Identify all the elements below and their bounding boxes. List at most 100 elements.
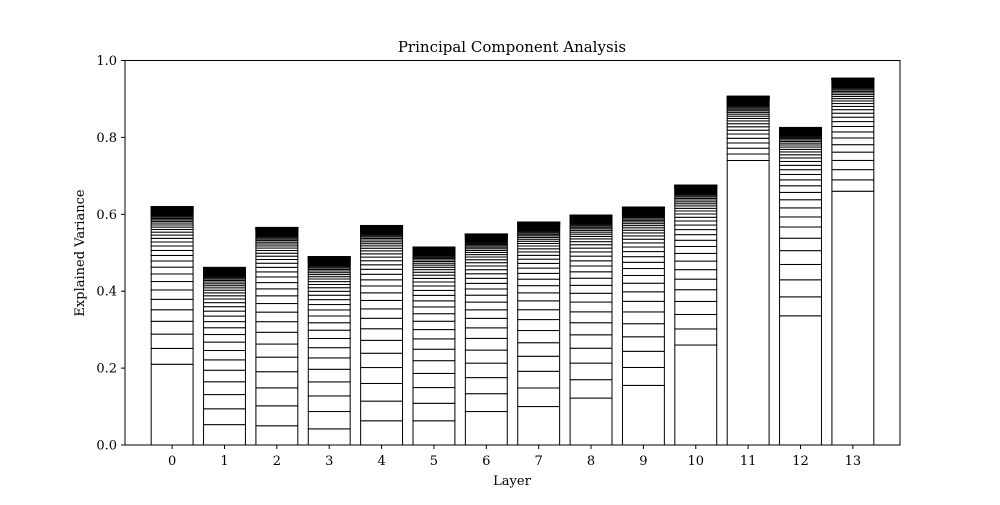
bar-segment — [675, 345, 717, 445]
y-axis-ticks: 0.00.20.40.60.81.0 — [96, 54, 125, 454]
bar-segment — [570, 285, 612, 293]
bar-segment — [413, 330, 455, 339]
bar-segment — [308, 412, 350, 429]
bar-segment — [361, 265, 403, 269]
bar-segment — [622, 324, 664, 337]
bar-segment — [256, 357, 298, 372]
x-tick-label: 12 — [792, 454, 809, 469]
bar-segment — [780, 251, 822, 265]
bar-segment — [151, 310, 193, 322]
bar-segment — [465, 310, 507, 319]
y-tick-label: 0.0 — [96, 439, 117, 454]
bar-layer-11 — [727, 96, 769, 445]
bar-segment — [465, 295, 507, 302]
bar-segment — [151, 246, 193, 250]
bar-segment — [570, 302, 612, 312]
bar-segment — [675, 270, 717, 279]
bar-segment — [518, 279, 560, 285]
bar-segment — [308, 338, 350, 347]
bar-segment — [308, 316, 350, 323]
y-tick-label: 0.8 — [96, 131, 117, 146]
bar-segment — [151, 299, 193, 309]
bar-segment — [570, 256, 612, 261]
x-tick-label: 5 — [430, 454, 438, 469]
bar-segment — [413, 295, 455, 300]
bar-segment — [204, 395, 246, 409]
bar-segment — [465, 289, 507, 295]
bar-segment — [675, 225, 717, 230]
bar-segment — [570, 323, 612, 335]
bar-segment — [204, 409, 246, 425]
bar-segment — [832, 170, 874, 180]
y-axis-label: Explained Variance — [73, 189, 88, 316]
bar-segment — [308, 288, 350, 292]
y-tick-label: 0.4 — [96, 285, 117, 300]
bar-segment — [622, 337, 664, 352]
bar-segment — [622, 262, 664, 268]
bar-segment — [204, 328, 246, 335]
bar-segment — [465, 274, 507, 279]
bar-segment — [675, 253, 717, 261]
bar-segment — [151, 238, 193, 242]
bar-segment — [308, 305, 350, 310]
bar-segment — [361, 293, 403, 301]
bar-segment — [622, 283, 664, 292]
bar-segment — [361, 353, 403, 367]
bar-segment — [518, 286, 560, 293]
bar-segment — [308, 330, 350, 338]
bar-segment — [204, 299, 246, 303]
bar-segment — [256, 272, 298, 277]
bar-segment — [413, 307, 455, 314]
bar-segment — [570, 312, 612, 323]
bar-segment — [151, 274, 193, 282]
bar-segment — [675, 314, 717, 328]
bar-segment — [151, 267, 193, 274]
bar-segment — [413, 421, 455, 445]
bar-segment — [361, 309, 403, 318]
bar-segment — [151, 261, 193, 267]
bar-segment — [204, 370, 246, 382]
bar-segment — [361, 421, 403, 445]
bar-segment — [675, 230, 717, 235]
bar-segment — [151, 334, 193, 348]
bar-segment — [570, 261, 612, 266]
bar-segment — [361, 340, 403, 353]
bar-segment — [465, 350, 507, 363]
bar-segment — [622, 385, 664, 445]
bar-segment — [622, 247, 664, 252]
bar-segment — [413, 321, 455, 329]
bar-segment — [413, 403, 455, 420]
bar-segment — [256, 283, 298, 289]
bar-segment — [622, 351, 664, 367]
bar-segment — [413, 339, 455, 349]
bar-segment — [675, 261, 717, 270]
bar-segment — [256, 322, 298, 333]
bar-segment — [204, 316, 246, 322]
bar-segment — [622, 243, 664, 247]
bar-segment — [151, 348, 193, 364]
bar-segment — [570, 266, 612, 272]
bar-segment — [780, 208, 822, 217]
bar-segment — [518, 310, 560, 320]
bar-segment — [832, 126, 874, 131]
bar-segment — [413, 388, 455, 404]
bar-segment — [256, 388, 298, 406]
bar-segment — [518, 252, 560, 255]
bar-segment — [675, 279, 717, 290]
bar-segment — [675, 301, 717, 314]
bar-segment — [832, 122, 874, 127]
bar-segment — [780, 170, 822, 175]
bar-segment — [727, 134, 769, 138]
bar-segment — [204, 322, 246, 328]
bar-segment — [780, 180, 822, 186]
bar-segment — [308, 429, 350, 445]
bar-segment — [465, 318, 507, 327]
bar-segment — [361, 274, 403, 280]
bar-segment — [780, 297, 822, 316]
bar-segment — [570, 278, 612, 285]
bar-layer-8 — [570, 215, 612, 445]
bar-segment — [622, 301, 664, 312]
bar-segment — [832, 145, 874, 152]
bar-segment — [727, 148, 769, 154]
